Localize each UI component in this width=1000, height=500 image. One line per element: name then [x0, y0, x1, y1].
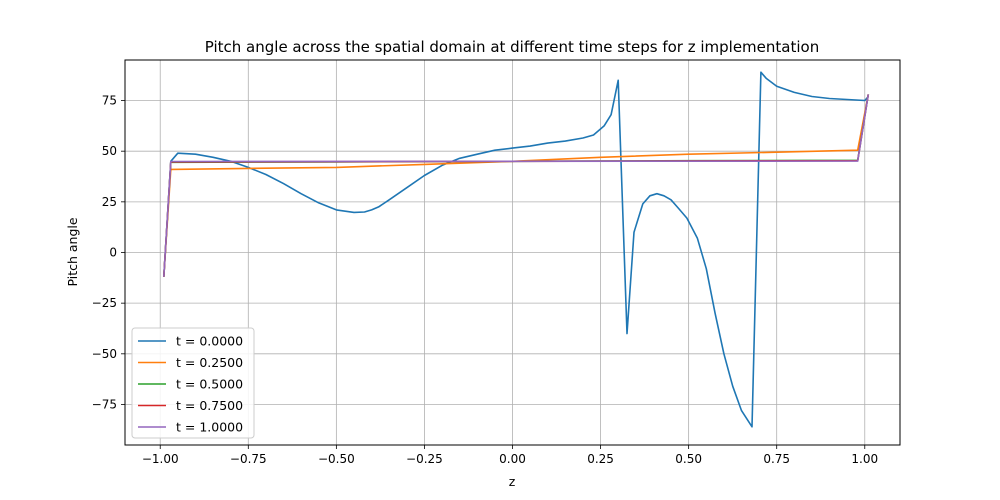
x-tick-label: 1.00 — [851, 452, 878, 466]
legend: t = 0.0000 t = 0.2500 t = 0.5000 t = 0.7500… — [131, 327, 255, 439]
series-lines — [163, 71, 870, 428]
y-tick-label: 75 — [102, 94, 117, 108]
legend-label: t = 0.5000 — [176, 377, 243, 392]
x-tick-label: −0.75 — [230, 452, 267, 466]
x-tick-label: 0.50 — [675, 452, 702, 466]
series-line-4 — [163, 94, 870, 277]
legend-label: t = 0.7500 — [176, 398, 243, 413]
y-tick-label: 0 — [109, 246, 117, 260]
x-tick-label: −0.50 — [318, 452, 355, 466]
x-axis-label: z — [509, 474, 516, 489]
y-tick-label: −75 — [92, 397, 117, 411]
chart-title: Pitch angle across the spatial domain at… — [205, 38, 819, 56]
x-axis-ticks: −1.00 −0.75 −0.50 −0.25 0.00 0.25 0.50 0.75 1.00 — [142, 445, 878, 466]
y-tick-label: 25 — [102, 195, 117, 209]
y-axis-ticks: −75 −50 −25 0 25 50 75 — [92, 94, 125, 411]
y-tick-label: −25 — [92, 296, 117, 310]
x-tick-label: 0.25 — [587, 452, 614, 466]
y-axis-label: Pitch angle — [65, 217, 80, 286]
x-tick-label: −0.25 — [406, 452, 443, 466]
y-tick-label: −50 — [92, 347, 117, 361]
series-line-2 — [163, 94, 870, 277]
legend-label: t = 1.0000 — [176, 420, 243, 435]
legend-label: t = 0.2500 — [176, 355, 243, 370]
legend-label: t = 0.0000 — [176, 334, 243, 349]
series-line-1 — [163, 94, 870, 277]
x-tick-label: 0.00 — [499, 452, 526, 466]
x-tick-label: 0.75 — [763, 452, 790, 466]
y-tick-label: 50 — [102, 144, 117, 158]
legend-box — [131, 327, 255, 439]
x-tick-label: −1.00 — [142, 452, 179, 466]
series-line-3 — [163, 94, 870, 277]
series-line-0 — [163, 71, 869, 428]
